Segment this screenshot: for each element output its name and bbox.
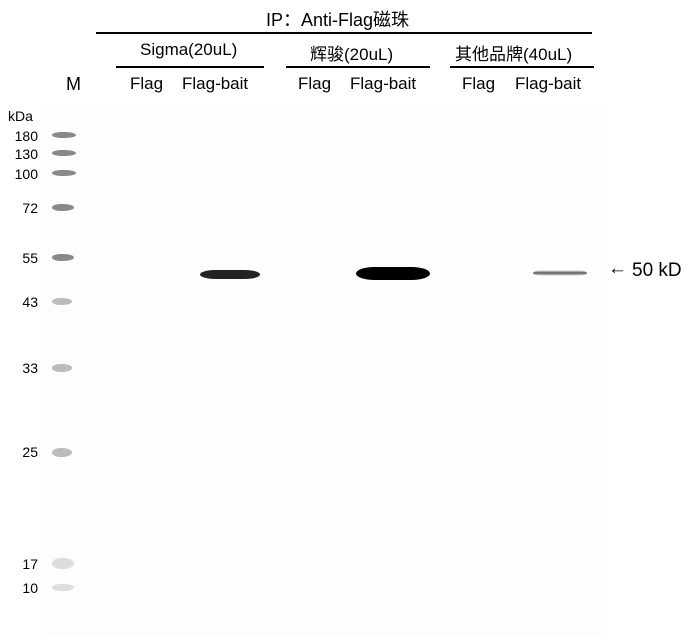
ladder-band xyxy=(52,132,76,138)
mw-label: 100 xyxy=(6,166,38,182)
marker-lane-label: M xyxy=(66,74,81,95)
lane-label: Flag xyxy=(298,74,331,94)
band-size-label: 50 kD xyxy=(632,260,682,282)
mw-label: 17 xyxy=(6,556,38,572)
figure-root: IP：Anti-Flag磁珠 kDa M Sigma(20uL) Flag Flag… xyxy=(0,0,692,642)
ladder-band xyxy=(52,204,74,211)
mw-label: 72 xyxy=(6,200,38,216)
group-rule xyxy=(450,66,594,68)
ladder-band xyxy=(52,448,72,457)
signal-band xyxy=(533,270,587,276)
signal-band xyxy=(356,267,430,280)
lane-label: Flag-bait xyxy=(182,74,248,94)
ladder-band xyxy=(52,364,72,372)
group-rule xyxy=(116,66,264,68)
mw-label: 25 xyxy=(6,444,38,460)
mw-label: 10 xyxy=(6,580,38,596)
ladder-band xyxy=(52,584,74,591)
header-rule xyxy=(96,32,592,34)
ip-title: IP：Anti-Flag磁珠 xyxy=(266,6,409,32)
mw-label: 55 xyxy=(6,250,38,266)
ladder-band xyxy=(52,558,74,569)
lane-label: Flag xyxy=(130,74,163,94)
group-rule xyxy=(286,66,430,68)
mw-label: 33 xyxy=(6,360,38,376)
blot-membrane xyxy=(46,106,602,636)
ladder-band xyxy=(52,170,76,176)
band-arrow: ← xyxy=(608,258,627,280)
kda-unit-label: kDa xyxy=(8,108,33,124)
signal-band xyxy=(200,270,260,279)
group-label: 辉骏(20uL) xyxy=(310,40,393,65)
lane-label: Flag-bait xyxy=(350,74,416,94)
mw-label: 43 xyxy=(6,294,38,310)
group-label: 其他品牌(40uL) xyxy=(455,40,572,65)
mw-label: 130 xyxy=(6,146,38,162)
group-label: Sigma(20uL) xyxy=(140,40,237,60)
mw-label: 180 xyxy=(6,128,38,144)
ladder-band xyxy=(52,254,74,261)
ladder-band xyxy=(52,298,72,305)
lane-label: Flag xyxy=(462,74,495,94)
ladder-band xyxy=(52,150,76,156)
lane-label: Flag-bait xyxy=(515,74,581,94)
